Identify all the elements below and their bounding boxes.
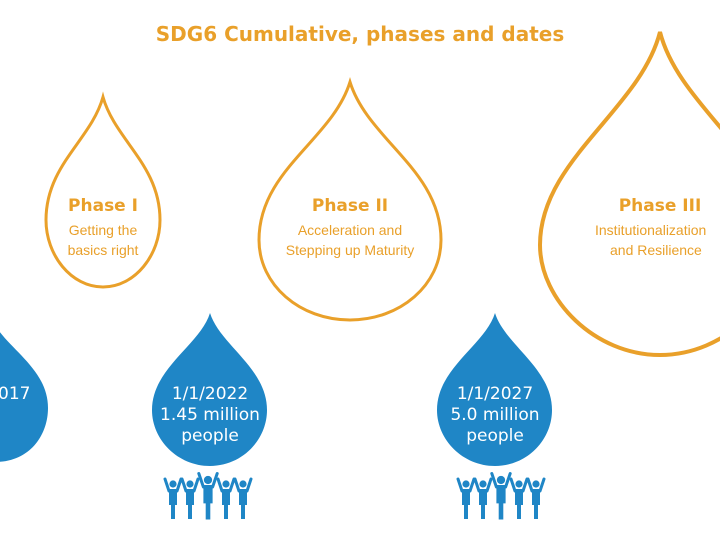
person-head bbox=[479, 480, 487, 488]
milestone-2-label: 1/1/2027 5.0 million people bbox=[435, 384, 555, 447]
person-body bbox=[479, 489, 487, 519]
person-arm bbox=[504, 472, 512, 489]
person-head bbox=[239, 480, 247, 488]
milestone-0-drop bbox=[0, 332, 48, 462]
person-body bbox=[222, 489, 230, 519]
person-arm bbox=[490, 472, 498, 489]
phase-description: Acceleration and bbox=[297, 222, 403, 238]
person-arm bbox=[175, 477, 183, 493]
milestone-population: 1.45 million bbox=[160, 405, 260, 425]
person-arm bbox=[233, 477, 241, 493]
person-arm bbox=[228, 477, 236, 493]
person-head bbox=[222, 480, 230, 488]
person-arm bbox=[211, 472, 219, 489]
phase-2-label: Phase II Acceleration and Stepping up Ma… bbox=[265, 196, 435, 260]
person-arm bbox=[473, 477, 481, 493]
phase-description: and Resilience bbox=[610, 242, 702, 258]
person-body bbox=[462, 489, 470, 519]
person-arm bbox=[216, 477, 224, 493]
person-head bbox=[186, 480, 194, 488]
person-head bbox=[462, 480, 470, 488]
milestone-unit: people bbox=[466, 426, 524, 446]
person-body bbox=[203, 485, 213, 520]
person-arm bbox=[521, 477, 529, 493]
person-body bbox=[532, 489, 540, 519]
person-body bbox=[496, 485, 506, 520]
person-arm bbox=[526, 477, 534, 493]
milestone-2-drop bbox=[437, 313, 552, 466]
person-arm bbox=[485, 477, 493, 493]
person-body bbox=[239, 489, 247, 519]
person-arm bbox=[197, 472, 205, 489]
phase-1-drop bbox=[44, 91, 162, 289]
person-arm bbox=[192, 477, 200, 493]
person-head bbox=[515, 480, 523, 488]
person-head bbox=[169, 480, 177, 488]
person-arm bbox=[538, 477, 546, 493]
milestone-population: 5.0 million bbox=[450, 405, 540, 425]
phase-1-label: Phase I Getting the basics right bbox=[38, 196, 168, 260]
milestone-date: 1/1/2027 bbox=[456, 384, 534, 404]
person-head bbox=[496, 475, 506, 485]
phase-2-drop bbox=[257, 76, 443, 322]
phase-title: Phase III bbox=[618, 196, 702, 216]
person-arm bbox=[163, 477, 171, 493]
person-arm bbox=[245, 477, 253, 493]
person-arm bbox=[456, 477, 464, 493]
phase-description: Stepping up Maturity bbox=[285, 242, 415, 258]
phase-description: basics right bbox=[67, 242, 139, 258]
milestone-unit: people bbox=[181, 426, 239, 446]
people-group-icon bbox=[456, 472, 546, 520]
person-body bbox=[169, 489, 177, 519]
phase-title: Phase II bbox=[311, 196, 389, 216]
person-arm bbox=[468, 477, 476, 493]
phase-title: Phase I bbox=[68, 196, 138, 216]
person-arm bbox=[180, 477, 188, 493]
milestone-0-label: 017 bbox=[0, 384, 48, 405]
milestone-1-label: 1/1/2022 1.45 million people bbox=[150, 384, 270, 447]
phase-description: Institutionalization bbox=[595, 222, 707, 238]
milestone-date: 1/1/2022 bbox=[171, 384, 249, 404]
person-head bbox=[203, 475, 213, 485]
phase-3-drop bbox=[537, 31, 720, 358]
milestone-1-drop bbox=[152, 313, 267, 466]
person-head bbox=[532, 480, 540, 488]
phase-3-label: Phase III Institutionalization and Resil… bbox=[595, 196, 720, 260]
people-group-icon bbox=[163, 472, 253, 520]
page-title: SDG6 Cumulative, phases and dates bbox=[155, 22, 565, 46]
person-body bbox=[186, 489, 194, 519]
milestone-date: 017 bbox=[0, 384, 31, 404]
person-arm bbox=[509, 477, 517, 493]
phase-description: Getting the bbox=[68, 222, 138, 238]
person-body bbox=[515, 489, 523, 519]
